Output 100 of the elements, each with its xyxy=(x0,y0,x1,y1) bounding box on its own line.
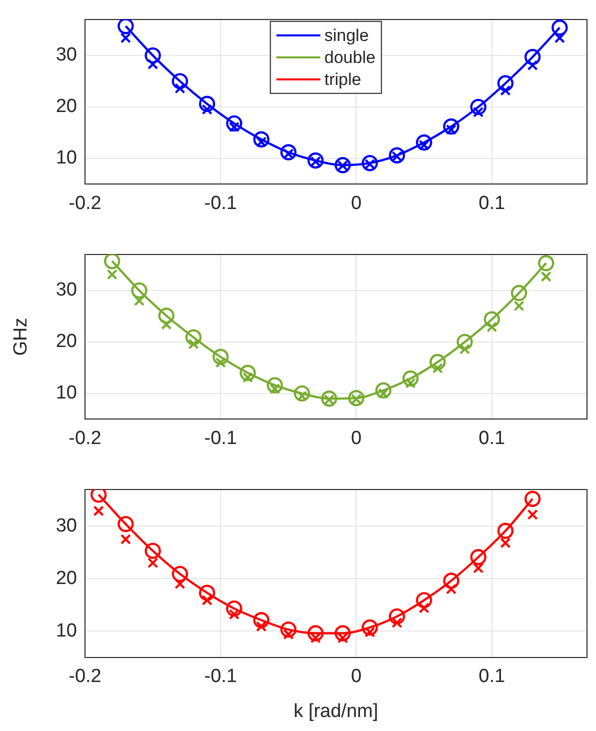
point xyxy=(226,115,242,132)
point xyxy=(514,300,524,312)
point xyxy=(172,566,188,582)
point xyxy=(120,534,132,545)
point xyxy=(456,334,473,350)
point xyxy=(416,592,432,608)
point xyxy=(131,282,148,299)
x-tick-label: 0 xyxy=(350,192,362,214)
point xyxy=(540,271,552,282)
point xyxy=(524,490,541,507)
point xyxy=(172,73,188,90)
y-tick-label: 20 xyxy=(56,96,77,118)
point xyxy=(198,96,216,112)
point xyxy=(497,75,514,92)
point xyxy=(510,284,528,302)
point xyxy=(174,83,186,94)
point xyxy=(202,104,212,115)
point xyxy=(161,319,172,330)
point xyxy=(484,311,500,328)
y-tick-label: 10 xyxy=(56,148,77,169)
point xyxy=(418,602,430,614)
y-tick-label: 30 xyxy=(56,280,77,301)
point xyxy=(307,152,324,169)
point xyxy=(375,382,392,398)
point xyxy=(500,538,511,548)
point xyxy=(472,562,484,574)
point xyxy=(500,85,511,96)
point xyxy=(392,617,402,628)
x-tick-label: 0 xyxy=(350,666,362,688)
point xyxy=(321,390,338,407)
point xyxy=(552,20,568,36)
text: triple xyxy=(324,70,362,90)
point xyxy=(104,254,120,270)
point xyxy=(120,32,132,44)
point xyxy=(334,625,351,642)
point xyxy=(147,558,158,568)
point xyxy=(307,625,324,642)
point xyxy=(294,385,310,402)
point xyxy=(212,348,229,365)
point xyxy=(362,154,378,172)
point xyxy=(144,47,161,64)
point xyxy=(202,594,212,606)
point xyxy=(280,144,297,160)
point xyxy=(280,621,297,638)
point xyxy=(226,600,242,617)
y-tick-label: 10 xyxy=(56,382,77,404)
y-axis-title: GHz xyxy=(10,318,32,356)
x-tick-label: -0.2 xyxy=(68,666,102,688)
point xyxy=(497,522,514,539)
point xyxy=(93,506,104,516)
x-tick-label: 0 xyxy=(350,428,362,449)
point xyxy=(215,357,226,368)
y-tick-label: 30 xyxy=(56,44,77,66)
point xyxy=(188,338,199,350)
point xyxy=(253,612,270,628)
text: double xyxy=(324,48,376,68)
point xyxy=(388,147,406,164)
point xyxy=(240,364,256,381)
point xyxy=(118,19,134,34)
point xyxy=(446,584,457,594)
point xyxy=(554,32,566,44)
x-tick-label: -0.1 xyxy=(204,666,237,688)
y-tick-label: 10 xyxy=(56,620,77,642)
point xyxy=(158,308,174,324)
x-tick-label: -0.1 xyxy=(204,192,237,214)
point xyxy=(527,509,538,520)
point xyxy=(147,58,158,70)
point xyxy=(443,118,460,135)
point xyxy=(106,269,118,280)
x-tick-label: -0.2 xyxy=(68,192,102,214)
point xyxy=(185,329,202,346)
y-tick-label: 20 xyxy=(56,568,77,589)
x-tick-label: 0.1 xyxy=(478,192,506,214)
point xyxy=(486,322,498,332)
point xyxy=(524,48,541,66)
point xyxy=(443,572,460,589)
x-tick-label: 0.1 xyxy=(478,428,506,449)
point xyxy=(470,98,486,116)
point xyxy=(432,362,443,374)
point xyxy=(198,584,216,601)
legend-label: single xyxy=(324,26,369,46)
point xyxy=(388,608,406,625)
point xyxy=(118,516,134,532)
point xyxy=(174,578,186,590)
x-axis-title: k [rad/nm] xyxy=(294,700,378,722)
x-tick-label: -0.1 xyxy=(204,428,237,449)
point xyxy=(334,157,351,174)
point xyxy=(430,354,446,370)
point xyxy=(90,489,107,503)
point xyxy=(538,255,554,272)
point xyxy=(416,134,432,151)
point xyxy=(527,60,538,71)
point xyxy=(253,131,270,148)
point xyxy=(459,344,470,355)
x-tick-label: 0.1 xyxy=(478,666,506,688)
point xyxy=(256,621,267,632)
point xyxy=(144,542,161,559)
point xyxy=(362,619,378,636)
point xyxy=(470,549,486,566)
x-tick-label: -0.2 xyxy=(68,428,102,449)
